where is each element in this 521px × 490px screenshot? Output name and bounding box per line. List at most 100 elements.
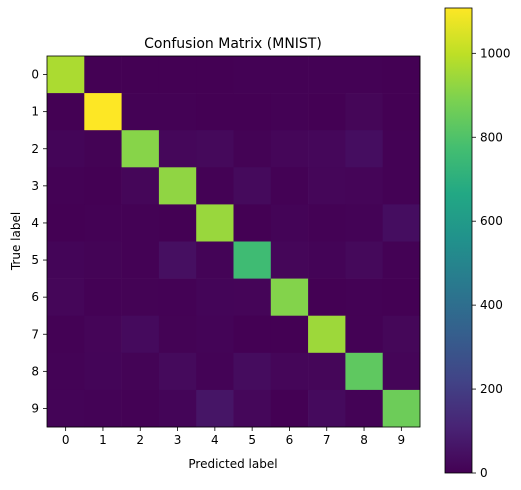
heatmap-cell xyxy=(196,278,234,316)
heatmap-cell xyxy=(270,167,309,205)
heatmap-cell xyxy=(345,167,383,205)
heatmap-cell xyxy=(382,204,421,242)
heatmap-cell xyxy=(121,167,160,205)
y-tick-label: 9 xyxy=(31,401,39,415)
heatmap-cell xyxy=(345,204,383,242)
heatmap-cell xyxy=(121,278,160,316)
heatmap-cell xyxy=(270,241,309,279)
x-tick-label: 7 xyxy=(323,433,331,447)
y-tick-label: 2 xyxy=(31,142,39,156)
heatmap-cell xyxy=(345,315,383,354)
heatmap-cell xyxy=(196,352,234,391)
chart-title: Confusion Matrix (MNIST) xyxy=(144,36,322,52)
heatmap-cell xyxy=(158,241,197,279)
heatmap-cell xyxy=(158,315,197,354)
heatmap-cell xyxy=(308,241,346,279)
heatmap-cell xyxy=(345,389,383,428)
heatmap-cell xyxy=(308,278,346,316)
y-tick-label: 3 xyxy=(31,179,39,193)
heatmap-cell xyxy=(382,56,421,94)
colorbar xyxy=(444,7,473,474)
heatmap-cell xyxy=(382,278,421,316)
heatmap-cell xyxy=(84,389,122,428)
heatmap-cell xyxy=(47,278,85,316)
heatmap-cell xyxy=(84,278,122,316)
heatmap-cell xyxy=(382,167,421,205)
heatmap-cell xyxy=(47,352,85,391)
colorbar-tick-label: 400 xyxy=(480,298,503,312)
heatmap-cell xyxy=(270,130,309,168)
y-tick-label: 0 xyxy=(31,68,39,82)
x-tick-label: 0 xyxy=(62,433,70,447)
x-tick-label: 9 xyxy=(398,433,406,447)
colorbar-ticks: 0 200 400 600 800 1000 xyxy=(472,46,511,480)
heatmap-cell xyxy=(196,56,234,94)
y-axis-label: True label xyxy=(9,212,23,271)
heatmap-cell xyxy=(233,167,272,205)
heatmap-cell xyxy=(196,241,234,279)
heatmap-cell xyxy=(84,204,122,242)
heatmap-cell xyxy=(47,56,85,94)
heatmap-cell xyxy=(233,56,272,94)
heatmap-cell xyxy=(345,130,383,168)
heatmap-cell xyxy=(270,93,309,131)
heatmap-cell xyxy=(308,315,346,354)
heatmap-cell xyxy=(84,130,122,168)
heatmap-cell xyxy=(270,278,309,316)
y-tick-label: 5 xyxy=(31,253,39,267)
heatmap-cell xyxy=(158,93,197,131)
heatmap-cell xyxy=(382,315,421,354)
heatmap-cell xyxy=(233,93,272,131)
heatmap-cell xyxy=(345,93,383,131)
heatmap-cell xyxy=(47,93,85,131)
heatmap-cell xyxy=(121,241,160,279)
heatmap-cell xyxy=(308,389,346,428)
heatmap-cell xyxy=(233,241,272,279)
heatmap-cell xyxy=(233,315,272,354)
x-tick-label: 8 xyxy=(360,433,368,447)
heatmap-cell xyxy=(196,389,234,428)
heatmap-cell xyxy=(382,352,421,391)
heatmap-cell xyxy=(84,56,122,94)
colorbar-tick-label: 0 xyxy=(480,466,488,480)
heatmap-cell xyxy=(84,241,122,279)
heatmap-cell xyxy=(158,204,197,242)
heatmap-cell xyxy=(233,204,272,242)
heatmap-cells xyxy=(47,56,421,428)
heatmap-cell xyxy=(121,352,160,391)
heatmap-cell xyxy=(47,130,85,168)
heatmap-cell xyxy=(47,204,85,242)
y-tick-label: 7 xyxy=(31,327,39,341)
x-tick-label: 2 xyxy=(136,433,144,447)
heatmap-cell xyxy=(121,93,160,131)
heatmap-cell xyxy=(47,167,85,205)
x-tick-label: 4 xyxy=(211,433,219,447)
heatmap-cell xyxy=(196,93,234,131)
heatmap-cell xyxy=(308,352,346,391)
heatmap-cell xyxy=(382,93,421,131)
x-tick-label: 1 xyxy=(99,433,107,447)
x-tick-label: 3 xyxy=(174,433,182,447)
heatmap-cell xyxy=(84,167,122,205)
heatmap-cell xyxy=(233,352,272,391)
heatmap-cell xyxy=(47,389,85,428)
x-axis-ticks: 0 1 2 3 4 5 6 7 8 9 xyxy=(62,427,405,447)
x-tick-label: 6 xyxy=(286,433,294,447)
heatmap-cell xyxy=(121,315,160,354)
heatmap-cell xyxy=(270,315,309,354)
heatmap-cell xyxy=(345,241,383,279)
heatmap-cell xyxy=(158,56,197,94)
heatmap-cell xyxy=(345,278,383,316)
heatmap-cell xyxy=(158,278,197,316)
heatmap-cell xyxy=(270,389,309,428)
colorbar-tick-label: 800 xyxy=(480,130,503,144)
heatmap-cell xyxy=(84,93,122,131)
heatmap-cell xyxy=(47,315,85,354)
heatmap-cell xyxy=(233,389,272,428)
heatmap-cell xyxy=(233,278,272,316)
colorbar-tick-label: 200 xyxy=(480,382,503,396)
heatmap-cell xyxy=(121,56,160,94)
y-axis-ticks: 0 1 2 3 4 5 6 7 8 9 xyxy=(31,68,47,415)
heatmap-cell xyxy=(196,130,234,168)
